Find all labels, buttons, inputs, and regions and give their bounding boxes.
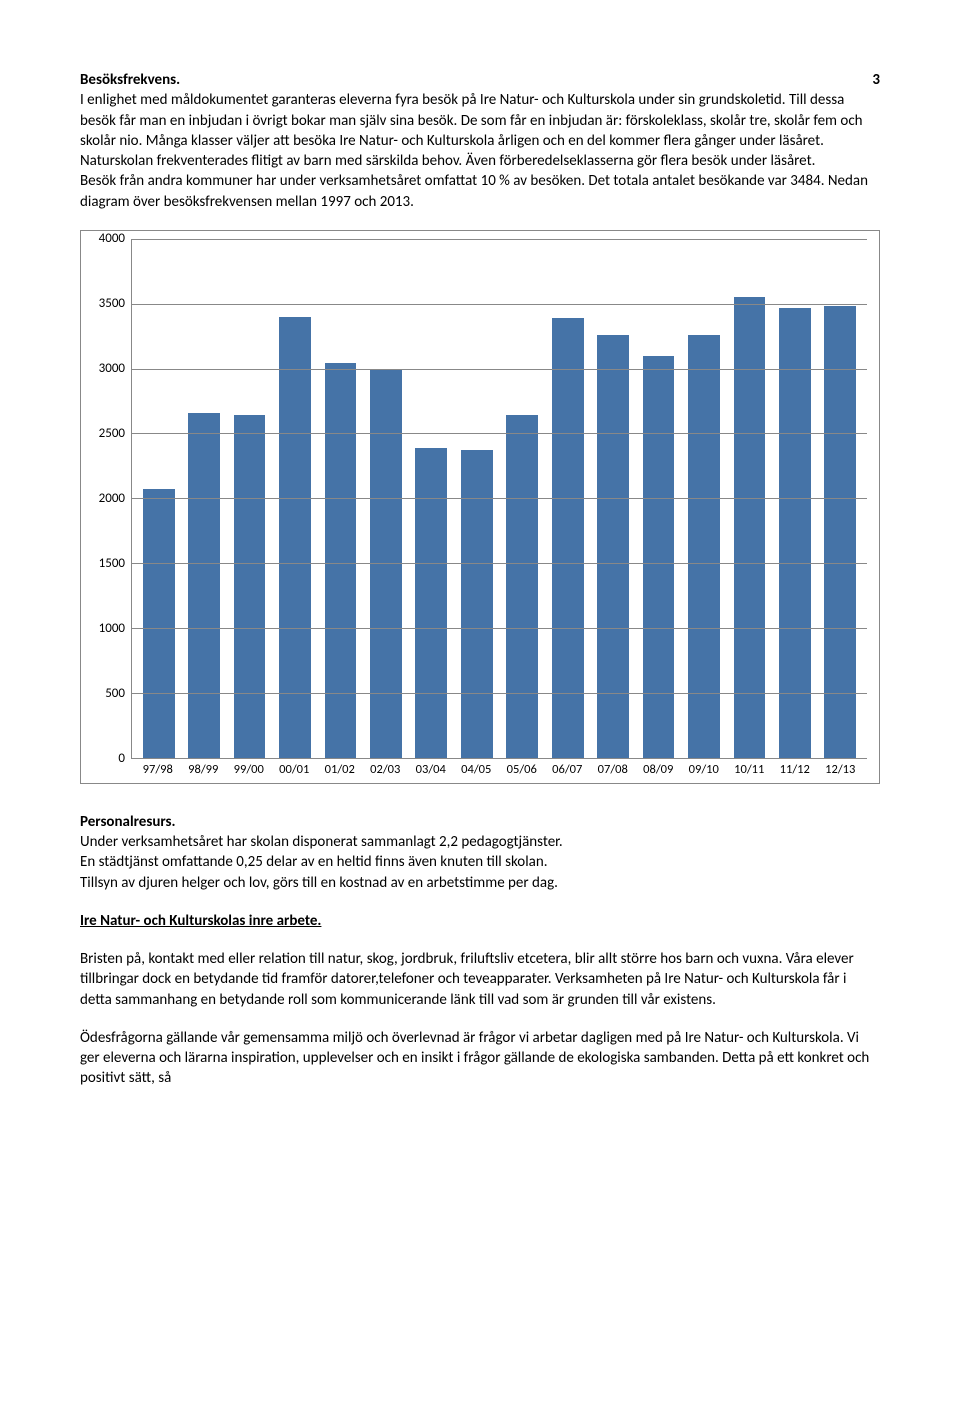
chart-gridline <box>132 239 867 240</box>
chart-x-label: 03/04 <box>408 759 454 779</box>
chart-bar <box>597 335 629 758</box>
chart-bar <box>779 308 811 758</box>
personal-line-3: Tillsyn av djuren helger och lov, görs t… <box>80 873 880 893</box>
chart-gridline <box>132 304 867 305</box>
chart-y-label: 1000 <box>89 620 125 638</box>
chart-gridline <box>132 433 867 434</box>
bar-chart: 97/9898/9999/0000/0101/0202/0303/0404/05… <box>89 239 871 779</box>
chart-bar <box>824 306 856 758</box>
chart-bar <box>234 415 266 758</box>
inner-heading: Ire Natur- och Kulturskolas inre arbete. <box>80 911 880 931</box>
page-number: 3 <box>872 70 880 90</box>
chart-bar <box>643 356 675 758</box>
chart-gridline <box>132 369 867 370</box>
chart-x-labels: 97/9898/9999/0000/0101/0202/0303/0404/05… <box>131 759 867 779</box>
chart-y-label: 0 <box>89 750 125 768</box>
page-title: Besöksfrekvens. <box>80 70 180 90</box>
chart-bar <box>325 363 357 757</box>
intro-paragraph-1: I enlighet med måldokumentet garanteras … <box>80 90 880 171</box>
chart-bar <box>688 335 720 758</box>
chart-y-label: 4000 <box>89 230 125 248</box>
personal-line-2: En städtjänst omfattande 0,25 delar av e… <box>80 852 880 872</box>
chart-x-label: 00/01 <box>272 759 318 779</box>
chart-bar <box>734 297 766 758</box>
chart-x-label: 06/07 <box>545 759 591 779</box>
chart-x-label: 97/98 <box>135 759 181 779</box>
chart-x-label: 11/12 <box>772 759 818 779</box>
chart-y-label: 3000 <box>89 360 125 378</box>
intro-paragraph-2: Besök från andra kommuner har under verk… <box>80 171 880 212</box>
chart-bar <box>188 413 220 758</box>
chart-y-label: 1500 <box>89 555 125 573</box>
chart-y-label: 2500 <box>89 425 125 443</box>
chart-bar <box>552 318 584 758</box>
chart-x-label: 05/06 <box>499 759 545 779</box>
chart-x-label: 02/03 <box>363 759 409 779</box>
chart-x-label: 99/00 <box>226 759 272 779</box>
chart-x-label: 98/99 <box>181 759 227 779</box>
chart-bar <box>415 448 447 758</box>
chart-x-label: 07/08 <box>590 759 636 779</box>
chart-y-label: 500 <box>89 685 125 703</box>
chart-y-label: 3500 <box>89 295 125 313</box>
chart-gridline <box>132 628 867 629</box>
bar-chart-container: 97/9898/9999/0000/0101/0202/0303/0404/05… <box>80 230 880 784</box>
chart-bar <box>461 450 493 758</box>
chart-y-label: 2000 <box>89 490 125 508</box>
chart-gridline <box>132 498 867 499</box>
chart-gridline <box>132 563 867 564</box>
personal-heading: Personalresurs. <box>80 812 880 832</box>
chart-x-label: 12/13 <box>818 759 864 779</box>
chart-bar <box>143 489 175 758</box>
chart-x-label: 01/02 <box>317 759 363 779</box>
chart-x-label: 04/05 <box>454 759 500 779</box>
chart-gridline <box>132 693 867 694</box>
chart-x-label: 10/11 <box>727 759 773 779</box>
chart-bar <box>279 317 311 758</box>
inner-para-2: Ödesfrågorna gällande vår gemensamma mil… <box>80 1028 880 1089</box>
chart-plot-area <box>131 239 867 759</box>
chart-x-label: 08/09 <box>636 759 682 779</box>
inner-para-1: Bristen på, kontakt med eller relation t… <box>80 949 880 1010</box>
chart-x-label: 09/10 <box>681 759 727 779</box>
chart-bar <box>506 415 538 758</box>
personal-line-1: Under verksamhetsåret har skolan dispone… <box>80 832 880 852</box>
